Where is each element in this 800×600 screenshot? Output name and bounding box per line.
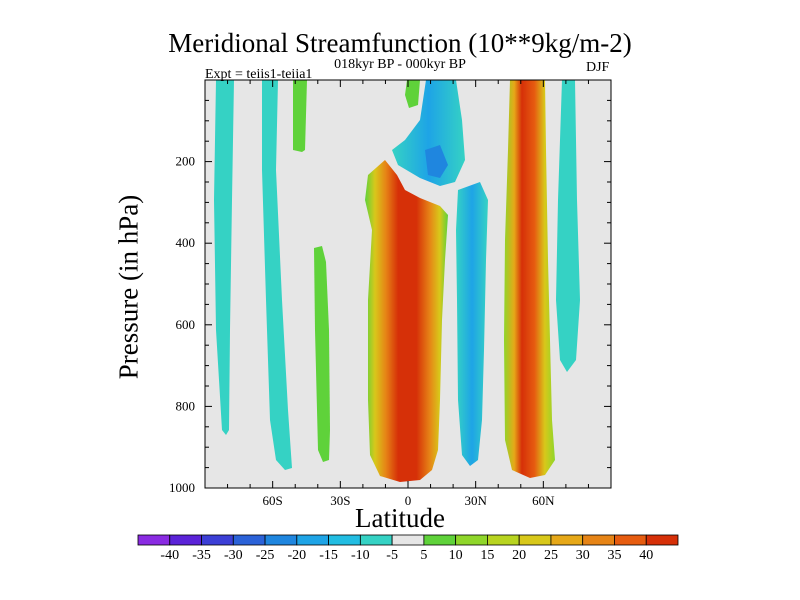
colorbar-swatch bbox=[614, 534, 647, 546]
colorbar: -40 -35 -30 -25 -20 -15 -10 -5 5 10 15 20 25 30 35 40 bbox=[137, 534, 679, 563]
sh-mid-lat-cell bbox=[262, 80, 292, 470]
nh-high-lat-cell bbox=[556, 80, 580, 372]
colorbar-label: 10 bbox=[449, 548, 463, 563]
colorbar-label: 5 bbox=[420, 548, 427, 563]
tropical-upper-blue-cell bbox=[392, 80, 465, 186]
colorbar-label: -10 bbox=[351, 548, 370, 563]
y-axis-label: Pressure (in hPa) bbox=[113, 194, 144, 380]
contour-field bbox=[214, 80, 580, 482]
nh-subtropical-blue-cell bbox=[456, 182, 488, 466]
sh-subtropical-green-cell bbox=[314, 246, 330, 462]
colorbar-swatch bbox=[645, 534, 679, 546]
x-tick-label: 60S bbox=[263, 493, 283, 508]
y-tick-label: 1000 bbox=[169, 480, 195, 495]
colorbar-label: -15 bbox=[319, 548, 338, 563]
colorbar-label: 20 bbox=[512, 548, 526, 563]
experiment-label: Expt = teiis1-teiia1 bbox=[205, 67, 313, 82]
y-tick-label: 200 bbox=[176, 154, 196, 169]
colorbar-swatch bbox=[550, 534, 584, 546]
colorbar-swatch bbox=[518, 534, 552, 546]
colorbar-label: -30 bbox=[224, 548, 243, 563]
y-tick-label: 400 bbox=[176, 235, 196, 250]
x-tick-label: 30N bbox=[464, 493, 487, 508]
sh-upper-green-cell bbox=[293, 80, 307, 152]
colorbar-swatch bbox=[328, 534, 361, 546]
axes: 60S 30S 0 30N 60N 200 400 600 800 1000 bbox=[169, 79, 612, 508]
chart-title: Meridional Streamfunction (10**9kg/m-2) bbox=[168, 28, 632, 58]
y-tick-label: 600 bbox=[176, 317, 196, 332]
colorbar-swatch bbox=[296, 534, 329, 546]
colorbar-label: -35 bbox=[192, 548, 211, 563]
colorbar-swatch bbox=[169, 534, 202, 546]
x-axis-label: Latitude bbox=[355, 503, 445, 533]
colorbar-label: 15 bbox=[480, 548, 494, 563]
colorbar-label: 35 bbox=[607, 548, 621, 563]
colorbar-swatch bbox=[487, 534, 520, 546]
x-tick-label: 60N bbox=[532, 493, 555, 508]
season-label: DJF bbox=[586, 60, 610, 75]
colorbar-swatch bbox=[359, 534, 393, 546]
y-tick-label: 800 bbox=[176, 398, 196, 413]
colorbar-swatch bbox=[264, 534, 298, 546]
x-tick-label: 0 bbox=[405, 493, 412, 508]
colorbar-label: -40 bbox=[160, 548, 179, 563]
tropical-upper-green-cell bbox=[405, 80, 420, 108]
colorbar-label: 25 bbox=[544, 548, 558, 563]
colorbar-swatch bbox=[391, 534, 425, 546]
colorbar-label: -20 bbox=[287, 548, 306, 563]
x-tick-label: 30S bbox=[330, 493, 350, 508]
colorbar-swatch bbox=[201, 534, 234, 546]
nh-midlatitude-cell bbox=[504, 80, 555, 478]
colorbar-label: 30 bbox=[576, 548, 590, 563]
colorbar-swatch bbox=[137, 534, 171, 546]
colorbar-swatch bbox=[582, 534, 615, 546]
tropical-upper-blue-core bbox=[425, 145, 448, 178]
colorbar-swatch bbox=[423, 534, 457, 546]
chart-subtitle: 018kyr BP - 000kyr BP bbox=[334, 57, 466, 72]
colorbar-swatch bbox=[232, 534, 266, 546]
sh-high-lat-cell bbox=[214, 80, 234, 435]
colorbar-label: 40 bbox=[639, 548, 653, 563]
colorbar-swatch bbox=[455, 534, 488, 546]
colorbar-label: -5 bbox=[386, 548, 398, 563]
colorbar-label: -25 bbox=[256, 548, 275, 563]
equatorial-cell bbox=[365, 160, 448, 482]
